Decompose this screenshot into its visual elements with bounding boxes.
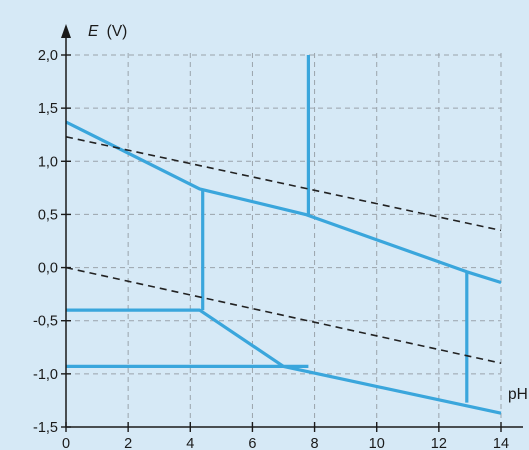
series-group: [65, 55, 502, 415]
y-axis-symbol: E: [88, 23, 99, 40]
y-tick-label-5: 1,0: [38, 154, 58, 170]
x-tick-label-7: 14: [493, 436, 509, 450]
x-tick-label-0: 0: [62, 436, 70, 450]
x-tick-label-3: 6: [248, 436, 256, 450]
dashed-line-6: [65, 136, 502, 232]
x-axis-title: pH: [508, 386, 528, 403]
y-tick-label-7: 2,0: [38, 48, 58, 64]
x-tick-label-1: 2: [124, 436, 132, 450]
grid: [66, 51, 502, 427]
ticks: 0 2 4 6 8 10 12 14 -1,5 -1,0 -0,5 0,0 0,5 1,0 1,5 2,0: [33, 48, 509, 450]
x-tick-label-4: 8: [311, 436, 319, 450]
y-tick-label-1: -1,0: [33, 367, 58, 383]
x-tick-label-5: 10: [369, 436, 385, 450]
y-tick-label-6: 1,5: [38, 101, 58, 117]
y-tick-label-2: -0,5: [33, 314, 58, 330]
boundary-line-2: [66, 308, 502, 415]
x-tick-label-6: 12: [431, 436, 447, 450]
y-axis-title: E (V): [88, 23, 127, 40]
boundary-line-0: [65, 120, 502, 285]
y-tick-label-0: -1,5: [33, 420, 58, 436]
y-axis-unit: (V): [107, 23, 128, 40]
x-tick-label-2: 4: [186, 436, 194, 450]
dashed-line-7: [65, 266, 502, 364]
axes: [61, 24, 523, 428]
y-tick-label-4: 0,5: [38, 207, 58, 223]
y-tick-label-3: 0,0: [38, 261, 58, 277]
y-axis-arrow-icon: [61, 24, 71, 38]
